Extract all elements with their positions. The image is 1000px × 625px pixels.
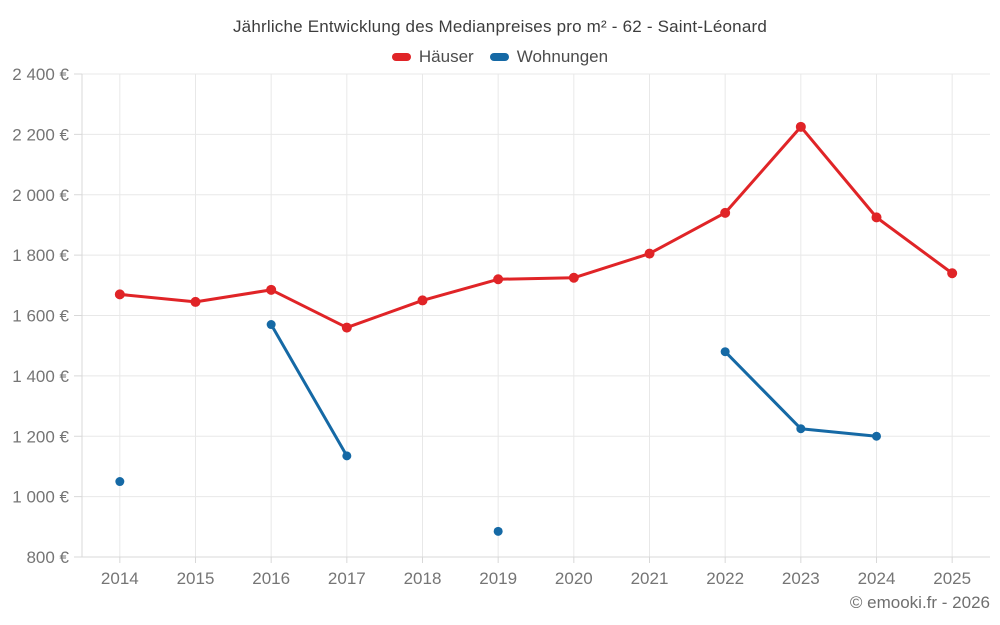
legend-item-hauser[interactable]: Häuser — [391, 47, 474, 67]
svg-text:1 200 €: 1 200 € — [12, 427, 69, 446]
hauser-series-swatch-icon — [391, 53, 411, 61]
svg-text:1 400 €: 1 400 € — [12, 367, 69, 386]
svg-text:2025: 2025 — [933, 569, 971, 588]
svg-text:2022: 2022 — [706, 569, 744, 588]
copyright-text: © emooki.fr - 2026 — [849, 593, 990, 612]
svg-text:2021: 2021 — [631, 569, 669, 588]
svg-text:2015: 2015 — [177, 569, 215, 588]
svg-text:2024: 2024 — [858, 569, 896, 588]
svg-text:2018: 2018 — [404, 569, 442, 588]
svg-text:2 200 €: 2 200 € — [12, 125, 69, 144]
svg-text:2 400 €: 2 400 € — [12, 65, 69, 84]
svg-text:2 000 €: 2 000 € — [12, 186, 69, 205]
legend: Häuser Wohnungen — [0, 47, 1000, 67]
svg-text:2023: 2023 — [782, 569, 820, 588]
legend-label-hauser: Häuser — [418, 47, 474, 66]
legend-label-wohnungen: Wohnungen — [516, 47, 609, 66]
chart-title: Jährliche Entwicklung des Medianpreises … — [232, 17, 768, 36]
svg-text:2017: 2017 — [328, 569, 366, 588]
svg-text:1 800 €: 1 800 € — [12, 246, 69, 265]
svg-text:800 €: 800 € — [26, 548, 69, 567]
svg-text:1 600 €: 1 600 € — [12, 307, 69, 326]
svg-text:2016: 2016 — [252, 569, 290, 588]
wohnungen-series-swatch-icon — [489, 53, 509, 61]
svg-text:2019: 2019 — [479, 569, 517, 588]
svg-text:2014: 2014 — [101, 569, 139, 588]
legend-item-wohnungen[interactable]: Wohnungen — [489, 47, 609, 67]
svg-text:1 000 €: 1 000 € — [12, 488, 69, 507]
svg-text:2020: 2020 — [555, 569, 593, 588]
